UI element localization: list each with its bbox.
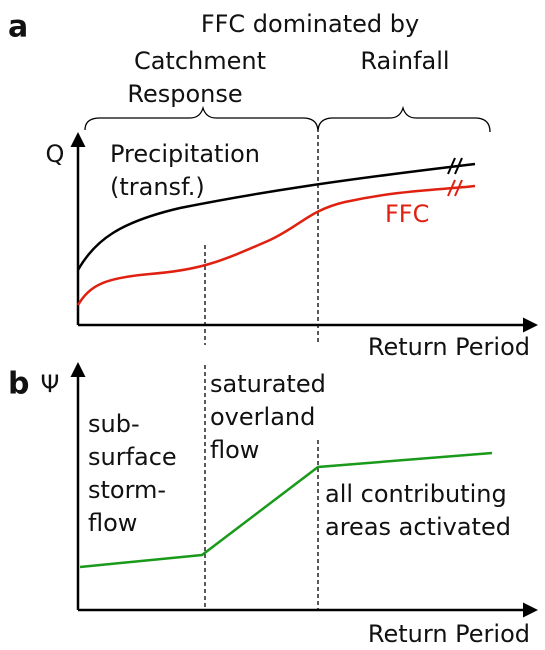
x-axis-label: Return Period xyxy=(368,333,530,361)
break-mark xyxy=(447,157,463,175)
zone-label: saturated xyxy=(210,370,326,398)
zone-label: areas activated xyxy=(325,513,511,541)
zone-label: all contributing xyxy=(325,480,507,508)
curve-label: Precipitation xyxy=(110,140,260,168)
x-axis-label: Return Period xyxy=(368,620,530,648)
zone-label: flow xyxy=(210,436,259,464)
psi-curve xyxy=(79,451,493,569)
ffc-curve xyxy=(76,184,476,306)
y-axis-label: Ψ xyxy=(41,370,60,398)
curve-label: (transf.) xyxy=(110,173,205,201)
zone-label: surface xyxy=(88,443,177,471)
panel-label: b xyxy=(8,367,29,402)
precipitation-curve xyxy=(76,162,476,271)
y-axis-label: Q xyxy=(46,140,65,168)
curve-label: FFC xyxy=(385,200,429,228)
brace-label: Response xyxy=(127,80,242,108)
panel-label: a xyxy=(8,10,28,45)
zone-label: flow xyxy=(88,509,137,537)
zone-label: storm- xyxy=(88,476,166,504)
zone-label: overland xyxy=(210,403,315,431)
brace-label: Rainfall xyxy=(360,47,449,75)
break-mark xyxy=(447,179,463,197)
heading: FFC dominated by xyxy=(201,10,419,38)
brace-label: Catchment xyxy=(134,47,266,75)
zone-label: sub- xyxy=(88,410,140,438)
brace xyxy=(84,105,491,133)
